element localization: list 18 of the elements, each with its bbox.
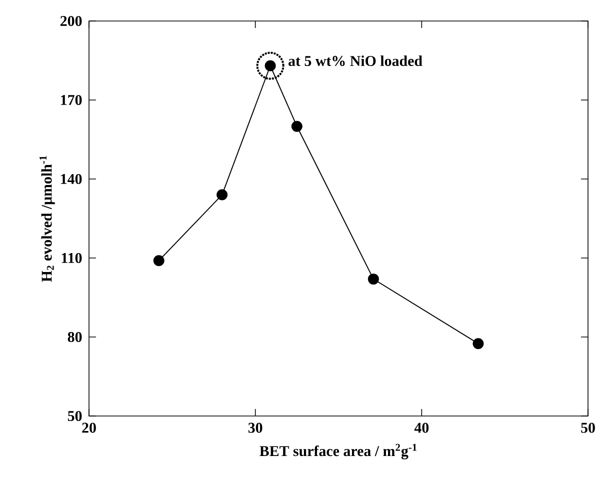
y-tick-label: 50 <box>68 410 82 422</box>
y-tick-label: 110 <box>62 252 82 264</box>
x-tick-label: 20 <box>82 422 96 433</box>
point <box>291 120 302 132</box>
x-tick-label: 40 <box>414 422 429 433</box>
y-tick-label: 140 <box>61 174 82 184</box>
y-axis-title: H$_{2}$ evolved /μmolh$^{-1}$ <box>40 156 55 282</box>
point <box>216 189 228 200</box>
annotation: at 5 wt% NiO loaded <box>288 55 422 66</box>
point <box>153 255 164 266</box>
x-tick-label: 30 <box>248 422 262 433</box>
y-tick-label: 200 <box>60 16 82 26</box>
x-axis-title: BET surface area / m$^{2}$g$^{-1}$ <box>260 444 417 460</box>
y-tick-label: 170 <box>61 94 82 106</box>
point <box>472 338 484 350</box>
point <box>368 274 379 285</box>
x-tick-label: 50 <box>581 422 595 433</box>
y-tick-label: 80 <box>68 332 82 342</box>
